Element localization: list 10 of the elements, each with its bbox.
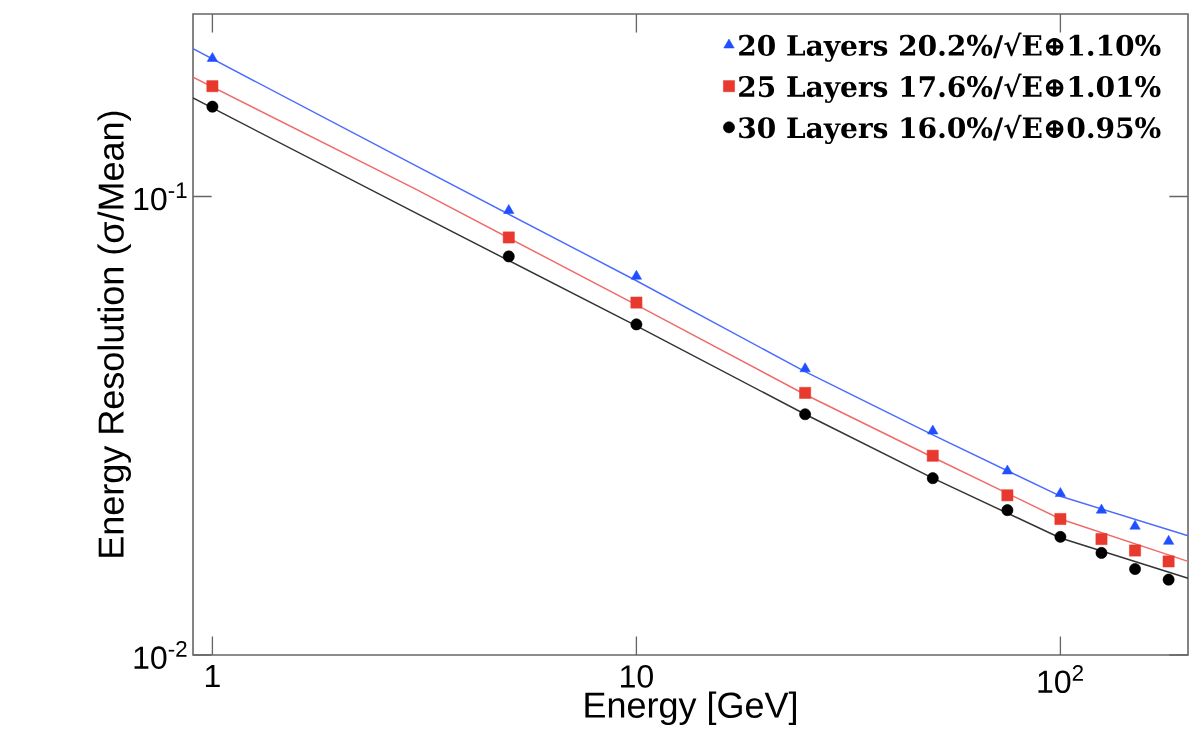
legend-label: 30 Layers 16.0%/√E⊕0.95% (739, 114, 1161, 145)
y-tick-label: 10$^{-1}$ (134, 182, 187, 211)
legend-label: 20 Layers 20.2%/√E⊕1.10% (739, 32, 1161, 62)
legend-label: 25 Layers 17.6%/√E⊕1.01% (739, 73, 1161, 103)
x-tick-label: 10$^{2}$ (1038, 665, 1083, 694)
x-axis-title: Energy [GeV] (585, 691, 796, 726)
x-tick-label: 10 (621, 665, 653, 688)
x-tick-label: 1 (205, 665, 220, 688)
y-tick-label: 10$^{-2}$ (134, 641, 187, 670)
y-axis-title: Energy Resolution (σ/Mean) (97, 111, 131, 557)
